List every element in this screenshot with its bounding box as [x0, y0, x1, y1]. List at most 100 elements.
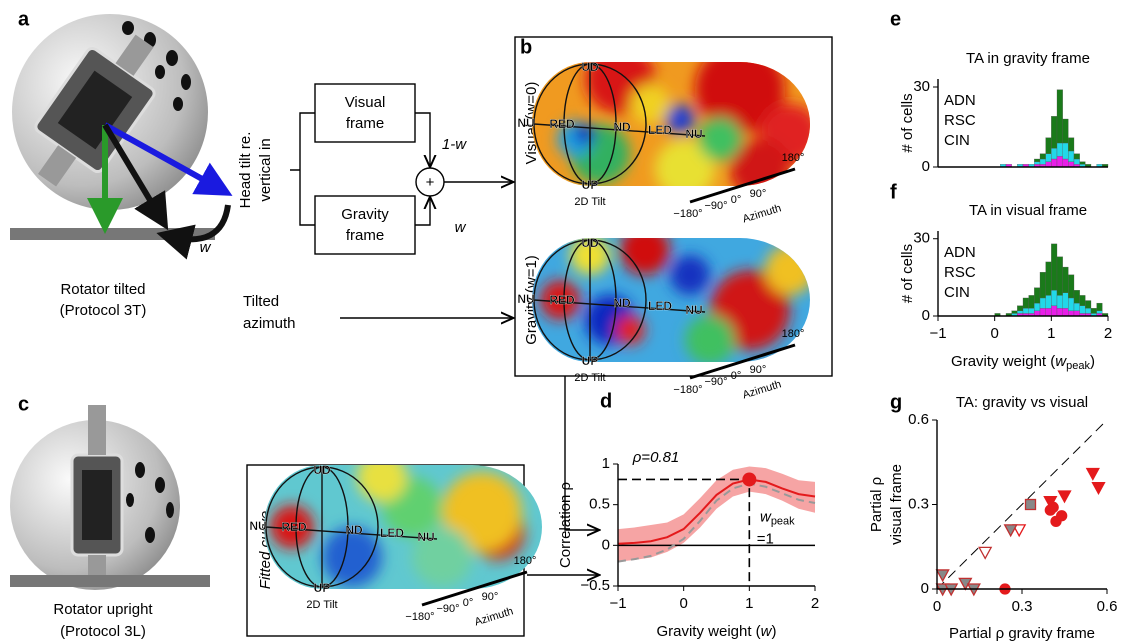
histogram-bar — [1068, 161, 1075, 168]
y-tick-label: 30 — [913, 78, 930, 95]
scatter-point — [935, 569, 950, 583]
legend-entry: ADN — [944, 92, 976, 109]
x-axis-label-part: peak — [1066, 360, 1090, 372]
histogram-bar — [1073, 302, 1080, 311]
histogram-bar — [1079, 295, 1086, 306]
chart-title: TA in gravity frame — [966, 50, 1090, 67]
scatter-point — [1012, 524, 1027, 538]
equator — [533, 299, 706, 313]
equator — [533, 123, 706, 137]
weight-label: 1-w — [442, 136, 467, 153]
scatter-point — [1056, 510, 1068, 522]
histogram-bar — [1045, 161, 1052, 168]
annotation: ρ=0.81 — [632, 449, 680, 466]
x-tick-label: 0.3 — [1012, 598, 1033, 615]
confidence-band — [618, 466, 815, 562]
histogram-bar — [1039, 272, 1046, 299]
azimuth-tick-label: 0° — [731, 194, 742, 206]
box-label: frame — [346, 227, 384, 244]
histogram-bar — [1051, 148, 1058, 160]
sum-sign: + — [426, 174, 435, 191]
y-axis-label-part: Partial ρ — [868, 477, 885, 532]
y-axis-label: Partial ρ visual frame — [868, 464, 905, 545]
tilt-azimuth-map: UD NU RED ND LED NU UP 2D Tilt −180°−90° 0° 90° 180… — [517, 236, 810, 401]
tilt-label: 2D Tilt — [306, 599, 337, 611]
map-blob — [615, 315, 645, 345]
histogram-bar — [1022, 297, 1029, 309]
sphere-label: NU — [517, 116, 534, 130]
x-axis-label: Gravity weight (wpeak) — [951, 353, 1095, 372]
tilt-azimuth-map: UD NU RED ND LED NU UP 2D Tilt −180°−90° 0° 90° 180… — [517, 60, 810, 225]
histogram-bar — [1085, 300, 1092, 309]
map-blob — [765, 245, 810, 295]
histogram-bar — [1034, 161, 1041, 165]
azimuth-tick-label: 180° — [782, 152, 805, 164]
azimuth-tick-label: 90° — [482, 591, 499, 603]
histogram-bar — [1073, 290, 1080, 304]
histogram-bar — [1068, 310, 1075, 317]
x-tick-label: −1 — [929, 325, 946, 342]
azimuth-tick-label: 0° — [731, 370, 742, 382]
azimuth-label: Azimuth — [741, 378, 783, 401]
azimuth-label: Azimuth — [473, 605, 515, 628]
panel-label: a — [18, 8, 30, 30]
histogram-bar — [1051, 290, 1058, 306]
histogram-bar — [1034, 287, 1041, 304]
legend-entry: RSC — [944, 264, 976, 281]
chart-title: TA in visual frame — [969, 202, 1087, 219]
histogram-bar — [1062, 308, 1069, 317]
azimuth-axis — [421, 570, 528, 607]
histogram-bar — [1056, 256, 1063, 296]
rotator-tilted — [10, 14, 233, 260]
y-tick-label: 0 — [922, 307, 930, 324]
y-tick-label: 0 — [922, 158, 930, 175]
map-blob — [540, 280, 580, 320]
histogram-bar — [1045, 308, 1052, 317]
map-blob — [698, 117, 742, 161]
scatter-point — [1057, 490, 1072, 504]
histogram-bar — [1034, 310, 1041, 317]
y-tick-label: 1 — [602, 455, 610, 472]
x-tick-label: 0 — [933, 598, 941, 615]
sphere-label: UD — [313, 463, 331, 477]
sphere-label: ND — [613, 296, 631, 310]
azimuth-tick-label: −90° — [704, 200, 727, 212]
histogram-bar — [1062, 292, 1069, 309]
map-blob — [412, 527, 472, 587]
x-axis-label-part: Gravity weight ( — [951, 353, 1055, 370]
caption: Rotator upright — [53, 601, 153, 618]
map-blobs — [270, 465, 525, 587]
azimuth-tick-label: 90° — [750, 364, 767, 376]
azimuth-tick-label: −90° — [436, 603, 459, 615]
fit-line — [617, 482, 816, 563]
histogram-bar — [1056, 295, 1063, 309]
sphere-label: LED — [380, 526, 404, 540]
azimuth-tick-label: 180° — [782, 328, 805, 340]
scatter-point — [1091, 481, 1106, 495]
input-label: azimuth — [243, 315, 296, 332]
box-label: Gravity — [341, 206, 389, 223]
scatter-point — [1043, 496, 1058, 510]
histogram-bar — [1068, 137, 1075, 152]
identity-line — [936, 419, 1108, 590]
histogram-bar — [1034, 158, 1041, 162]
tilt-label: 2D Tilt — [574, 372, 605, 384]
scatter-point — [1024, 498, 1037, 511]
map-blob — [670, 255, 710, 295]
scatter-point — [978, 546, 993, 560]
histogram-bar — [1068, 150, 1075, 162]
sphere-label: LED — [648, 123, 672, 137]
x-tick-label: 2 — [811, 595, 819, 612]
x-axis-label-part: ) — [1090, 353, 1095, 370]
histogram-bar — [1039, 153, 1046, 160]
y-axis-label: # of cells — [899, 244, 916, 303]
histogram-bar — [1085, 308, 1092, 314]
box-label: Visual — [345, 94, 386, 111]
y-tick-label: 0.3 — [908, 495, 929, 512]
block-diagram — [246, 36, 833, 637]
peak-point — [742, 472, 757, 487]
histogram-bar — [1017, 310, 1024, 314]
histogram-bar — [1051, 158, 1058, 168]
x-axis-label-part: w — [761, 623, 773, 640]
map-blob — [695, 62, 785, 134]
